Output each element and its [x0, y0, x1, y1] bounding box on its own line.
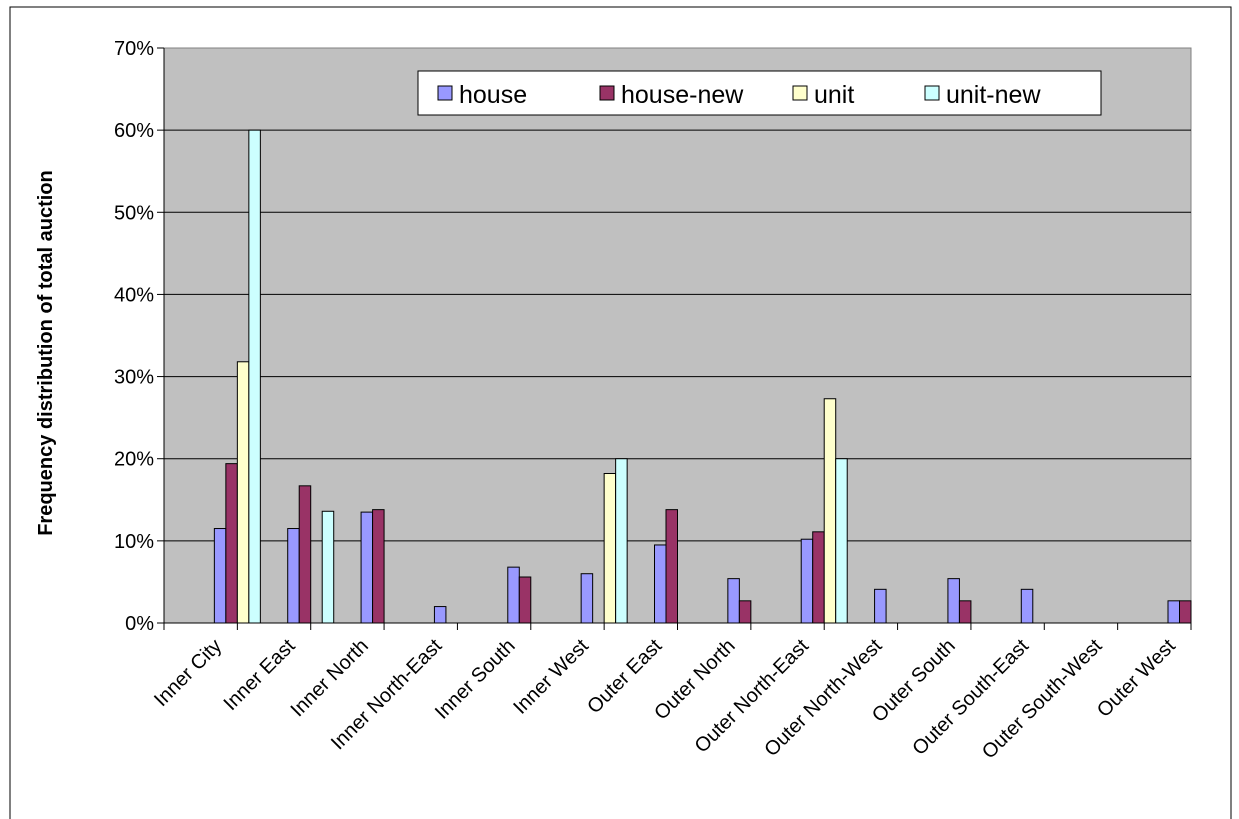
bar-unit-new	[615, 458, 628, 624]
bar-house	[654, 544, 667, 624]
y-tick-label: 0%	[125, 613, 154, 635]
y-tick-label: 40%	[114, 284, 154, 306]
bar-house	[507, 566, 520, 624]
bar-house-new	[738, 600, 752, 624]
y-tick-label: 60%	[114, 120, 154, 142]
bar-house-new	[665, 509, 678, 624]
bar-house	[800, 538, 814, 624]
bar-house	[580, 573, 594, 624]
legend-swatch-house-new	[599, 85, 615, 101]
legend-swatch-house	[437, 85, 453, 101]
y-tick-label: 50%	[114, 202, 154, 224]
bar-house-new	[1179, 600, 1192, 624]
bar-unit	[603, 473, 617, 624]
grid-lines	[164, 129, 1191, 542]
bar-house-new	[958, 600, 972, 624]
legend-label-house-new: house-new	[621, 81, 744, 109]
y-tick-label: 20%	[114, 449, 154, 471]
y-tick-label: 10%	[114, 531, 154, 553]
bar-house	[360, 511, 374, 624]
bar-house	[947, 578, 960, 624]
legend-label-unit-new: unit-new	[946, 81, 1041, 109]
legend-swatch-unit	[792, 85, 808, 101]
bar-unit-new	[248, 129, 261, 624]
bar-house	[727, 578, 740, 624]
bar-unit	[236, 361, 250, 624]
y-tick-label: 70%	[114, 38, 154, 60]
y-tick-label: 30%	[114, 367, 154, 389]
legend-swatch-unit-new	[924, 85, 940, 101]
bar-house-new	[812, 531, 825, 624]
bar-unit-new	[321, 510, 335, 624]
bar-house	[213, 528, 227, 624]
bar-house	[1020, 588, 1034, 624]
bar-house	[1167, 600, 1180, 624]
bar-house-new	[518, 576, 532, 624]
bar-house	[287, 528, 300, 624]
bar-unit-new	[835, 458, 848, 624]
legend-label-unit: unit	[814, 81, 854, 109]
bar-unit	[823, 398, 837, 624]
legend-label-house: house	[459, 81, 527, 109]
bars	[213, 129, 1192, 624]
bar-house-new	[298, 485, 312, 624]
bar-house	[433, 606, 447, 624]
bar-house	[874, 588, 887, 624]
y-axis-title: Frequency distribution of total auction	[35, 170, 57, 536]
bar-house-new	[225, 463, 238, 624]
legend-box	[417, 70, 1102, 116]
legend: house house-new unit unit-new	[417, 70, 1102, 116]
bar-house-new	[372, 509, 385, 624]
